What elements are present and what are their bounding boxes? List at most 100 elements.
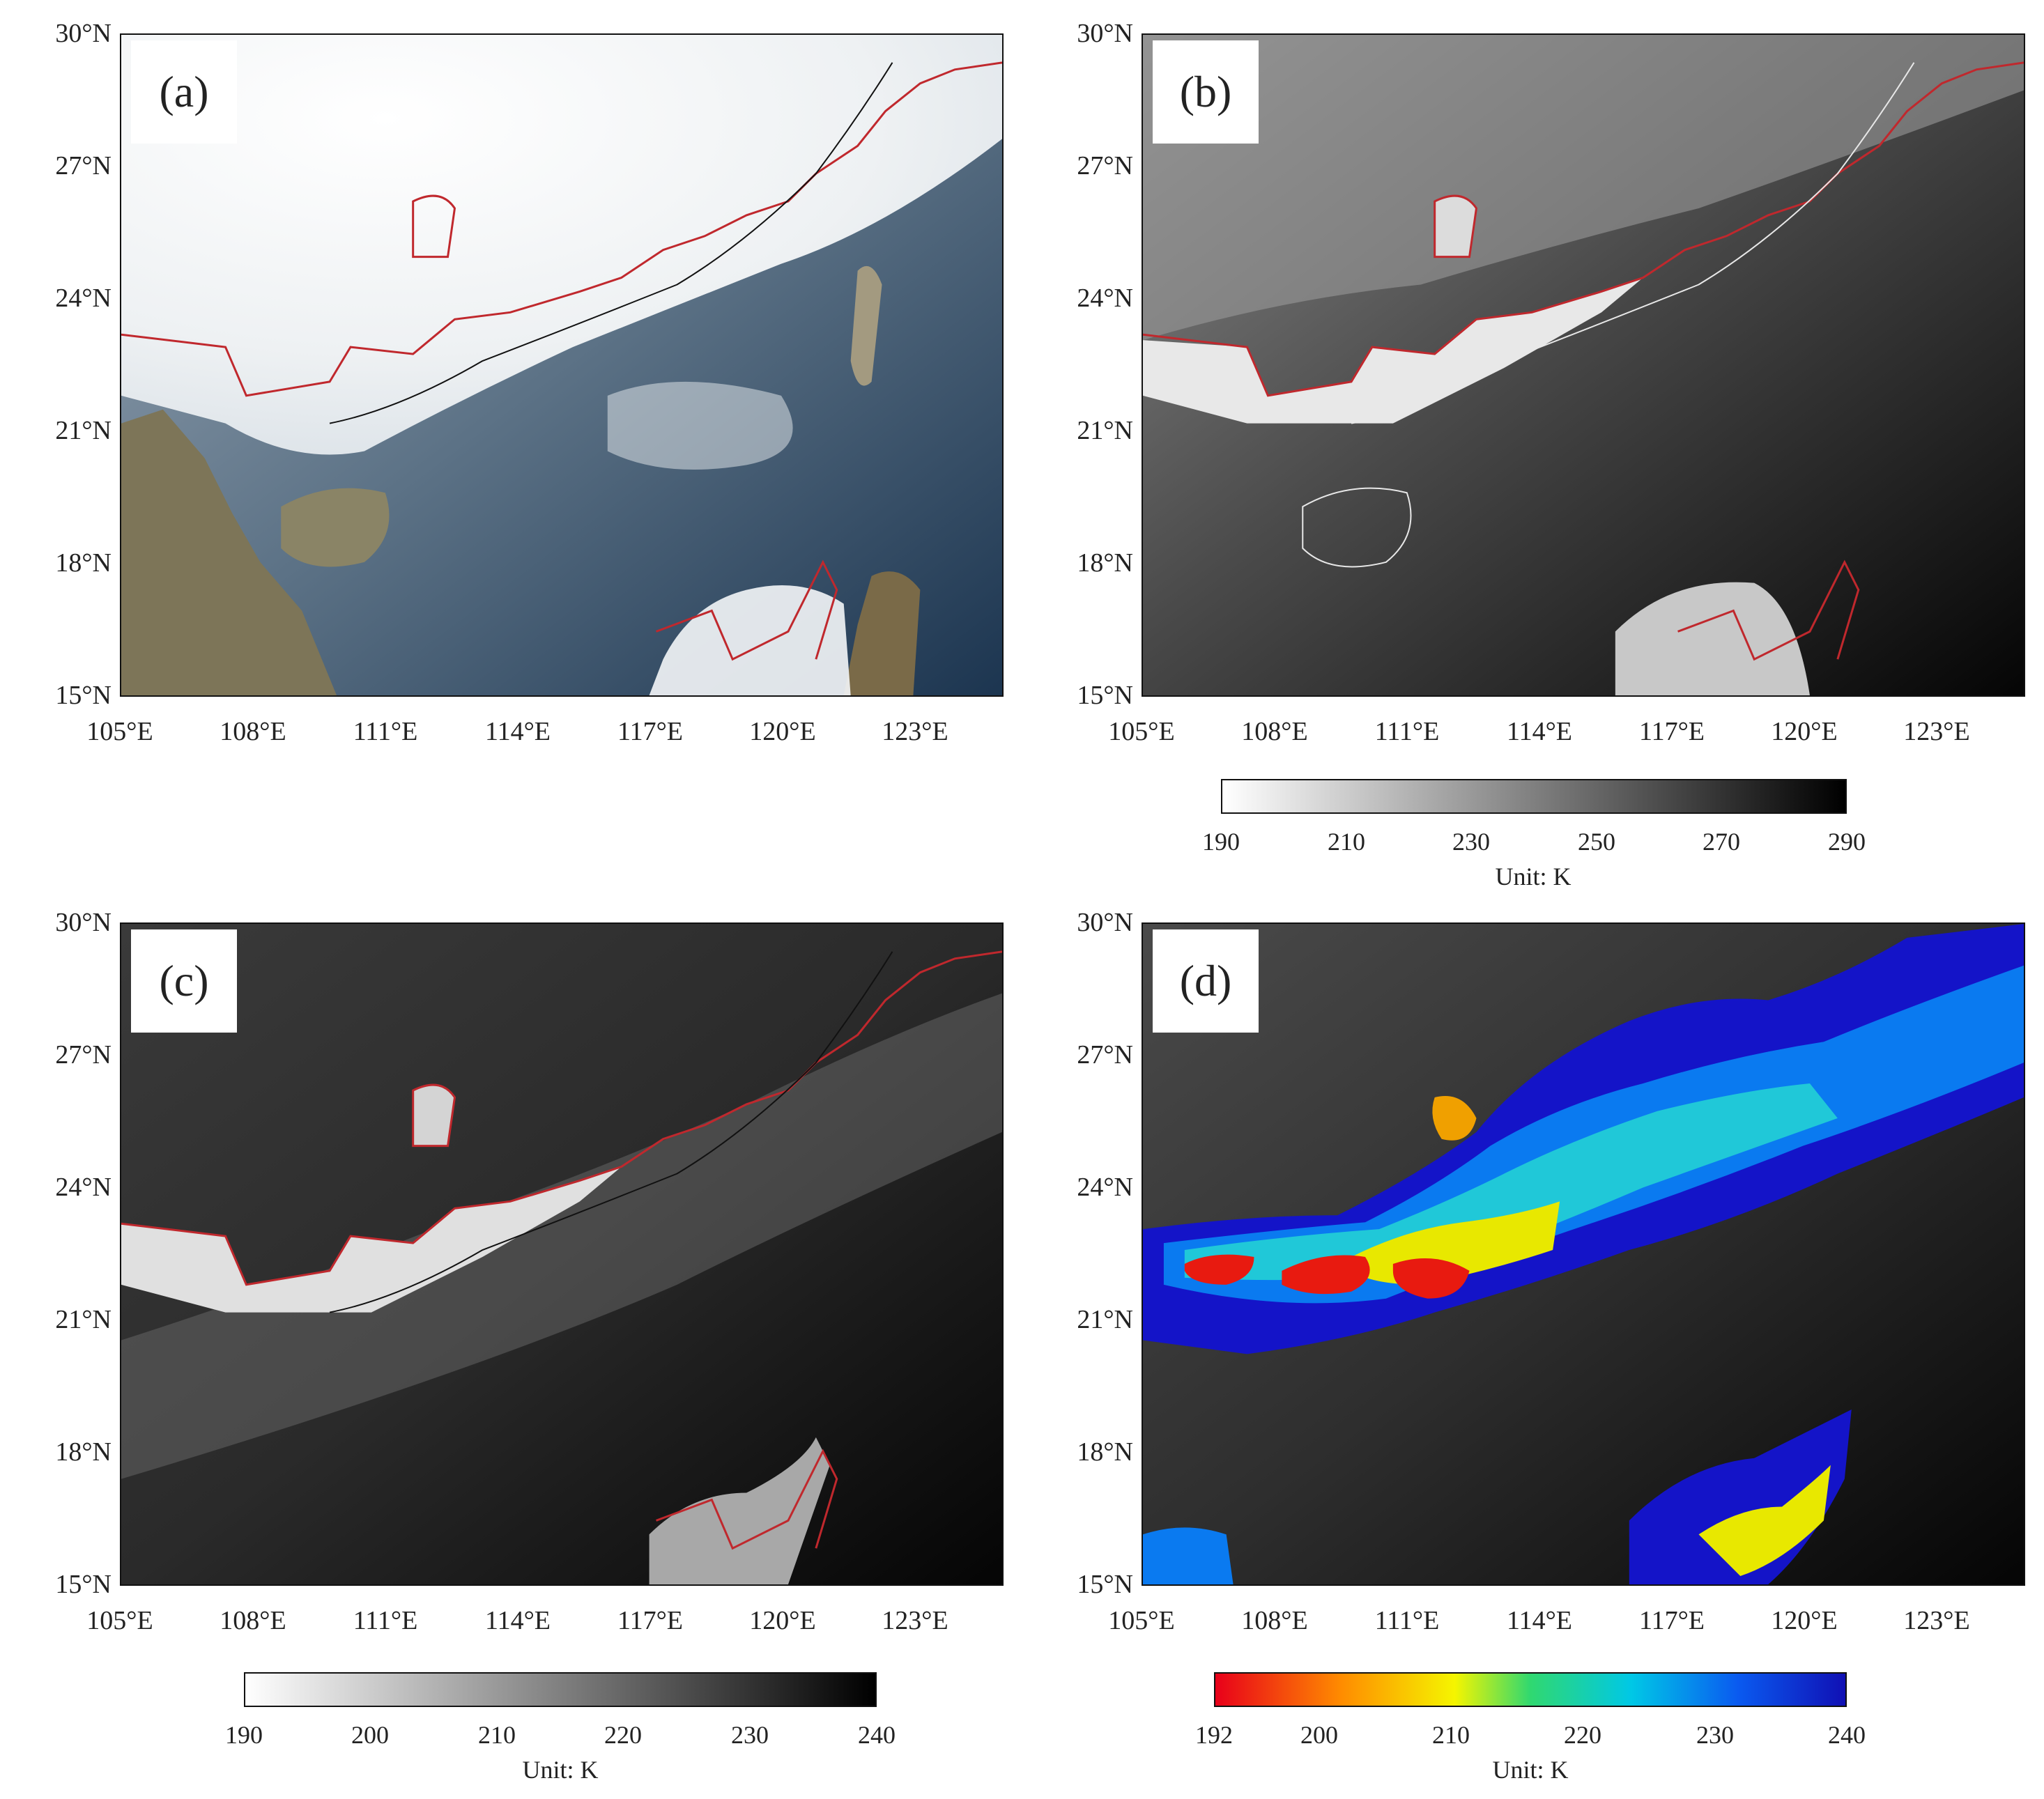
hainan-outline-b [1302,487,1412,568]
lat-label: 24°N [55,1173,112,1202]
lon-label: 117°E [1639,1606,1705,1635]
map-b: (b) [1142,33,2025,697]
lat-label: 21°N [55,416,112,445]
lon-label: 114°E [1507,717,1572,746]
luzon-land [843,571,921,695]
lat-label: 27°N [1077,151,1133,180]
lat-label: 15°N [55,681,112,710]
contour-c-main [121,950,1002,1286]
lat-label: 18°N [1077,548,1133,578]
lon-label: 105°E [1108,1606,1175,1635]
coastline-b [1351,62,1915,424]
colorbar-tick: 290 [1828,828,1866,856]
colorbar-tick: 240 [858,1721,896,1749]
cold-top-south-yellow [1698,1465,1831,1577]
lon-label: 105°E [86,717,153,746]
map-c-image [121,924,1002,1584]
lon-label: 117°E [617,717,683,746]
map-b-image [1143,35,2024,695]
cold-top-sw [1143,1527,1234,1584]
cloud-upper [1143,35,2024,341]
lon-label: 105°E [86,1606,153,1635]
lat-label: 21°N [1077,416,1133,445]
map-a-image [121,35,1002,695]
lat-label: 24°N [55,284,112,313]
panel-label-c: (c) [131,929,237,1033]
lon-label: 123°E [882,717,948,746]
lat-label: 30°N [55,908,112,937]
colorbar-tick: 230 [731,1721,769,1749]
lon-label: 114°E [1507,1606,1572,1635]
cloud-mass [121,35,1002,455]
contour-a-main [121,61,1002,397]
colorbar-tick: 230 [1696,1721,1734,1749]
cold-cloud-blob [413,1085,455,1146]
lat-label: 18°N [55,1437,112,1467]
contour-b-blob [1434,194,1478,258]
coastline-c [329,951,893,1313]
contour-c-south [656,1449,838,1550]
cold-top-orange [1432,1095,1477,1141]
lat-label: 27°N [55,151,112,180]
cloud-south [1615,582,1810,695]
lat-label: 24°N [1077,284,1133,313]
lon-label: 108°E [220,1606,286,1635]
lon-label: 105°E [1108,717,1175,746]
colorbar-unit-b: Unit: K [1495,863,1572,890]
cold-top-red-3 [1392,1258,1470,1299]
lon-label: 114°E [485,1606,551,1635]
colorbar-tick: 220 [1564,1721,1601,1749]
lon-label: 111°E [1374,717,1440,746]
lat-label: 27°N [55,1040,112,1070]
cold-cloud-blob [1434,196,1477,257]
panel-label-a: (a) [131,40,237,144]
lat-label: 18°N [1077,1437,1133,1467]
lat-label: 30°N [1077,908,1133,937]
panel-label-b: (b) [1153,40,1259,144]
lat-label: 21°N [55,1305,112,1334]
cold-top-red-2 [1282,1255,1370,1295]
colorbar-unit-d: Unit: K [1492,1756,1569,1784]
colorbar-tick: 190 [1202,828,1240,856]
lon-label: 114°E [485,717,551,746]
coastline-a [329,62,893,424]
cloud-streaks [607,381,793,470]
cold-cloud-band [121,1166,622,1313]
colorbar-tick: 192 [1195,1721,1233,1749]
lon-label: 111°E [353,1606,418,1635]
lat-label: 30°N [1077,19,1133,48]
lon-label: 123°E [1903,717,1970,746]
lat-label: 15°N [55,1570,112,1599]
taiwan-island [850,265,882,386]
colorbar-tick: 210 [1432,1721,1470,1749]
cold-top-red-1 [1184,1254,1254,1285]
contour-b-main [1143,61,2024,397]
colorbar-tick: 190 [225,1721,263,1749]
lat-label: 27°N [1077,1040,1133,1070]
lon-label: 108°E [220,717,286,746]
lon-label: 120°E [749,717,816,746]
lon-label: 117°E [1639,717,1705,746]
lon-label: 120°E [1771,1606,1838,1635]
contour-a-south [656,559,838,661]
lon-label: 108°E [1241,717,1308,746]
colorbar-b [1221,779,1847,814]
indochina-land [121,409,337,695]
colorbar-tick: 200 [351,1721,389,1749]
contour-c-blob [412,1083,456,1148]
colorbar-d [1214,1672,1847,1707]
lon-label: 117°E [617,1606,683,1635]
map-c: (c) [120,922,1004,1586]
lat-label: 15°N [1077,681,1133,710]
lat-label: 15°N [1077,1570,1133,1599]
lon-label: 123°E [1903,1606,1970,1635]
colorbar-tick: 240 [1828,1721,1866,1749]
contour-a-blob [412,194,456,258]
lon-label: 111°E [353,717,418,746]
panel-label-d: (d) [1153,929,1259,1033]
colorbar-tick: 250 [1578,828,1615,856]
map-d-image [1143,924,2024,1584]
colorbar-tick: 220 [604,1721,642,1749]
colorbar-unit-c: Unit: K [522,1756,599,1784]
lat-label: 24°N [1077,1173,1133,1202]
